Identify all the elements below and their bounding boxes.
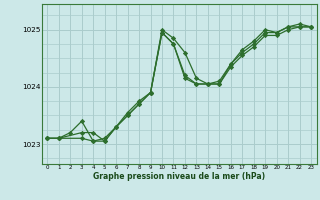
X-axis label: Graphe pression niveau de la mer (hPa): Graphe pression niveau de la mer (hPa) — [93, 172, 265, 181]
